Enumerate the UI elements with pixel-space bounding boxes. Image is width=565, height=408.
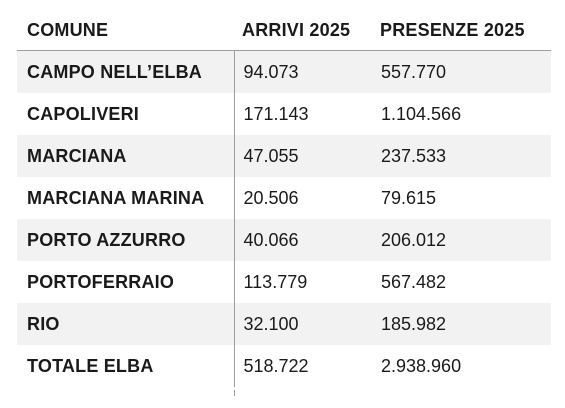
comune-cell: RIO	[17, 303, 234, 345]
table-body: CAMPO NELL’ELBA 94.073 557.770 CAPOLIVER…	[17, 50, 551, 387]
header-presenze-2025: PRESENZE 2025	[372, 10, 551, 51]
tourism-table-container: COMUNE ARRIVI 2025 PRESENZE 2025 CAMPO N…	[17, 10, 551, 387]
arrivi-cell: 113.779	[233, 261, 372, 303]
presenze-cell: 2.938.960	[381, 355, 462, 376]
table-row: CAPOLIVERI 171.143 1.104.566	[17, 93, 551, 135]
comune-cell: TOTALE ELBA	[27, 355, 154, 376]
header-comune: COMUNE	[17, 10, 234, 51]
arrivi-cell: 47.055	[233, 135, 372, 177]
header-row: COMUNE ARRIVI 2025 PRESENZE 2025	[17, 10, 551, 51]
presenze-cell: 567.482	[381, 271, 447, 292]
table-row: CAMPO NELL’ELBA 94.073 557.770	[17, 50, 551, 93]
arrivi-cell: 32.100	[233, 303, 372, 345]
arrivi-cell: 40.066	[233, 219, 372, 261]
comune-cell: PORTO AZZURRO	[17, 219, 234, 261]
arrivi-cell: 20.506	[233, 177, 372, 219]
arrivi-cell: 94.073	[233, 50, 372, 93]
arrivi-cell: 171.143	[233, 93, 372, 135]
presenze-cell: 557.770	[372, 50, 551, 93]
presenze-cell: 185.982	[372, 303, 551, 345]
comune-cell: MARCIANA	[17, 135, 234, 177]
arrivi-cell: 518.722	[233, 345, 372, 387]
table-row: MARCIANA MARINA 20.506 79.615	[17, 177, 551, 219]
column-divider-tail	[234, 390, 235, 396]
tourism-table: COMUNE ARRIVI 2025 PRESENZE 2025 CAMPO N…	[17, 10, 551, 387]
table-row-total: TOTALE ELBA 518.722 2.938.960	[17, 345, 551, 387]
table-header: COMUNE ARRIVI 2025 PRESENZE 2025	[17, 10, 551, 51]
comune-cell: PORTOFERRAIO	[27, 271, 175, 292]
table-row: MARCIANA 47.055 237.533	[17, 135, 551, 177]
table-row: PORTO AZZURRO 40.066 206.012	[17, 219, 551, 261]
comune-cell: CAPOLIVERI	[27, 103, 140, 124]
comune-cell: MARCIANA MARINA	[27, 187, 205, 208]
comune-cell: CAMPO NELL’ELBA	[17, 50, 234, 93]
presenze-cell: 237.533	[372, 135, 551, 177]
presenze-cell: 1.104.566	[381, 103, 462, 124]
table-row: PORTOFERRAIO 113.779 567.482	[17, 261, 551, 303]
table-row: RIO 32.100 185.982	[17, 303, 551, 345]
presenze-cell: 206.012	[372, 219, 551, 261]
presenze-cell: 79.615	[381, 187, 437, 208]
header-arrivi-2025: ARRIVI 2025	[234, 10, 372, 51]
